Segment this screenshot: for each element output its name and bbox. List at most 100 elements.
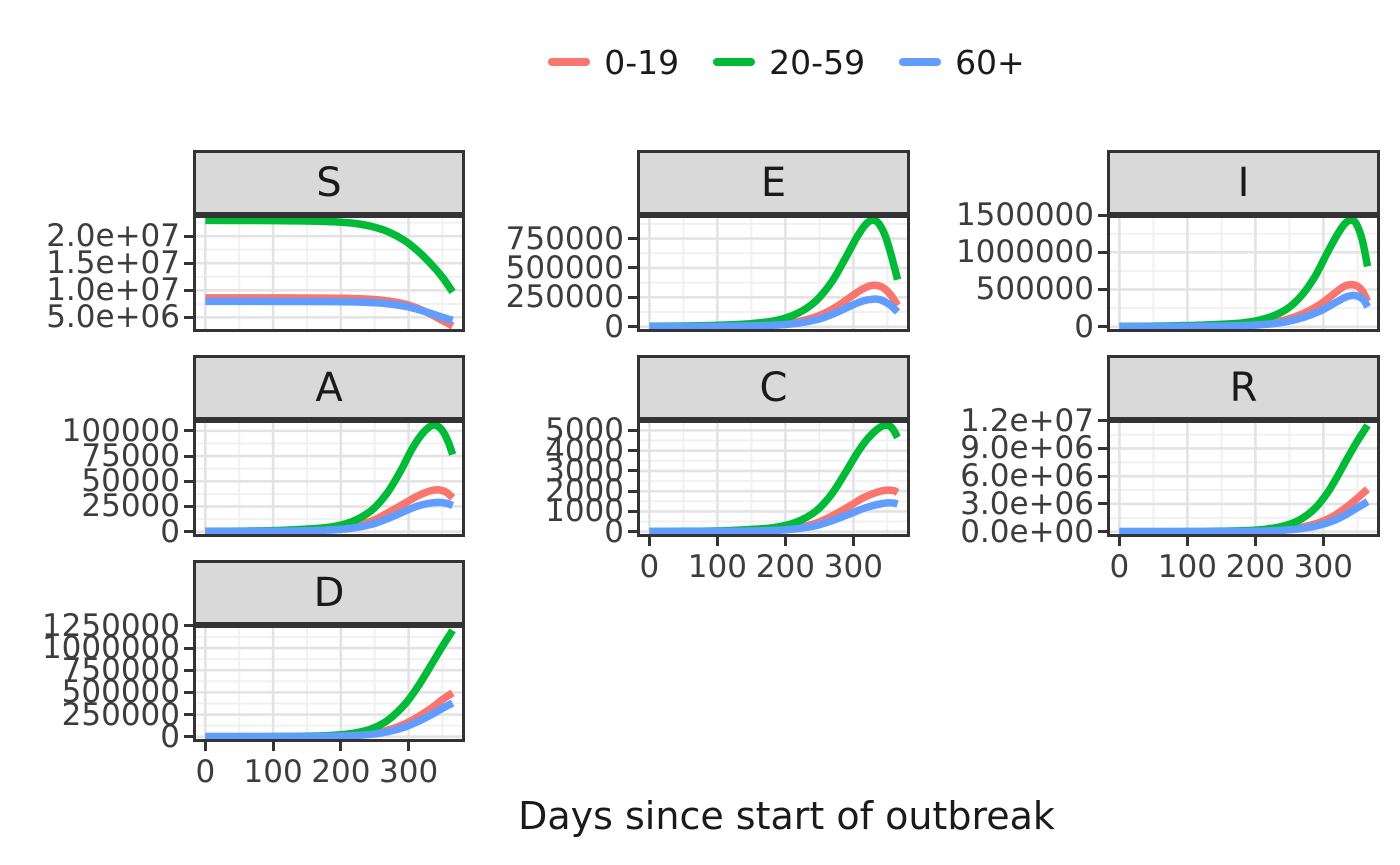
y-tick-mark xyxy=(1098,419,1107,423)
plot-area-R xyxy=(1107,420,1380,537)
y-tick-mark xyxy=(184,234,193,238)
y-tick-label: 25000 xyxy=(81,488,180,525)
legend: 0-19 20-59 60+ xyxy=(193,36,1380,88)
series-line-S-20-59 xyxy=(205,216,456,295)
x-tick-mark xyxy=(1185,537,1189,546)
x-tick-label: 200 xyxy=(311,754,371,790)
legend-item-60plus: 60+ xyxy=(899,43,1025,82)
x-tick-label: 0 xyxy=(639,549,660,585)
x-tick-mark xyxy=(647,537,651,546)
y-tick-mark xyxy=(1098,250,1107,254)
y-tick-mark xyxy=(628,469,637,473)
x-tick-mark xyxy=(1117,537,1121,546)
x-tick-label: 300 xyxy=(823,549,883,585)
x-tick-mark xyxy=(271,742,275,751)
y-tick-mark xyxy=(184,454,193,458)
x-tick-label: 100 xyxy=(1157,549,1217,585)
y-tick-label: 1.2e+07 xyxy=(960,402,1094,439)
y-tick-mark xyxy=(184,288,193,292)
y-tick-mark xyxy=(184,668,193,672)
x-tick-mark xyxy=(1253,537,1257,546)
x-tick-mark xyxy=(715,537,719,546)
facet-strip-E: E xyxy=(637,150,910,215)
y-tick-label: 5.0e+06 xyxy=(46,299,180,336)
y-tick-mark xyxy=(184,735,193,739)
plot-area-A xyxy=(193,420,465,537)
facet-strip-C: C xyxy=(637,355,910,420)
y-tick-mark xyxy=(1098,502,1107,506)
y-tick-label: 0.0e+00 xyxy=(960,513,1094,550)
x-tick-mark xyxy=(339,742,343,751)
y-tick-label: 100000 xyxy=(61,412,180,449)
y-tick-mark xyxy=(628,509,637,513)
y-tick-label: 2.0e+07 xyxy=(46,218,180,255)
x-tick-label: 300 xyxy=(1293,549,1353,585)
y-tick-mark xyxy=(1098,213,1107,217)
plot-area-S xyxy=(193,215,465,332)
y-tick-mark xyxy=(1098,287,1107,291)
legend-key-0-19-icon xyxy=(548,58,591,66)
x-tick-mark xyxy=(203,742,207,751)
y-tick-mark xyxy=(184,624,193,628)
legend-label-60plus: 60+ xyxy=(955,42,1025,82)
legend-key-20-59-icon xyxy=(713,58,756,66)
series-line-I-60+ xyxy=(1119,291,1371,331)
x-tick-label: 300 xyxy=(379,754,439,790)
y-tick-label: 50000 xyxy=(81,463,180,500)
legend-item-20-59: 20-59 xyxy=(713,43,865,82)
x-axis-title: Days since start of outbreak xyxy=(518,794,1055,838)
facet-strip-S: S xyxy=(193,150,465,215)
x-tick-mark xyxy=(407,742,411,751)
facet-strip-label: C xyxy=(759,364,788,411)
facet-strip-label: I xyxy=(1237,159,1250,206)
y-tick-mark xyxy=(1098,446,1107,450)
y-tick-mark xyxy=(628,266,637,270)
y-tick-label: 0 xyxy=(160,718,180,755)
y-tick-label: 500000 xyxy=(61,674,180,711)
facet-strip-label: S xyxy=(316,159,342,206)
y-tick-mark xyxy=(184,646,193,650)
y-tick-mark xyxy=(184,690,193,694)
y-tick-label: 1.5e+07 xyxy=(46,245,180,282)
y-tick-mark xyxy=(184,713,193,717)
y-tick-label: 0 xyxy=(1074,308,1094,345)
y-tick-label: 500000 xyxy=(975,271,1094,308)
y-tick-mark xyxy=(628,428,637,432)
y-tick-label: 9.0e+06 xyxy=(960,430,1094,467)
facet-strip-R: R xyxy=(1107,355,1380,420)
x-tick-label: 200 xyxy=(755,549,815,585)
x-tick-mark xyxy=(851,537,855,546)
y-tick-mark xyxy=(184,261,193,265)
y-tick-label: 1.0e+07 xyxy=(46,272,180,309)
y-tick-mark xyxy=(1098,474,1107,478)
x-tick-label: 200 xyxy=(1225,549,1285,585)
x-tick-label: 100 xyxy=(243,754,303,790)
x-tick-mark xyxy=(1321,537,1325,546)
y-tick-label: 0 xyxy=(160,513,180,550)
plot-area-D xyxy=(193,625,465,742)
y-tick-mark xyxy=(628,489,637,493)
x-tick-label: 0 xyxy=(1109,549,1130,585)
y-tick-label: 6.0e+06 xyxy=(960,458,1094,495)
plot-area-E xyxy=(637,215,910,332)
series-line-D-60+ xyxy=(205,699,455,741)
legend-key-60plus-icon xyxy=(899,58,942,66)
plot-area-C xyxy=(637,420,910,537)
y-tick-mark xyxy=(628,295,637,299)
facet-strip-label: E xyxy=(760,159,787,206)
y-tick-label: 1250000 xyxy=(41,607,180,644)
y-tick-mark xyxy=(1098,325,1107,329)
facet-strip-D: D xyxy=(193,560,465,625)
y-tick-label: 1000000 xyxy=(955,234,1094,271)
facet-strip-label: R xyxy=(1229,364,1258,411)
y-tick-mark xyxy=(628,325,637,329)
y-tick-mark xyxy=(184,530,193,534)
y-tick-label: 250000 xyxy=(61,696,180,733)
y-tick-label: 1000000 xyxy=(41,630,180,667)
series-line-E-60+ xyxy=(649,295,901,331)
y-tick-label: 3.0e+06 xyxy=(960,485,1094,522)
legend-item-0-19: 0-19 xyxy=(548,43,679,82)
y-tick-mark xyxy=(184,479,193,483)
y-tick-mark xyxy=(628,237,637,241)
